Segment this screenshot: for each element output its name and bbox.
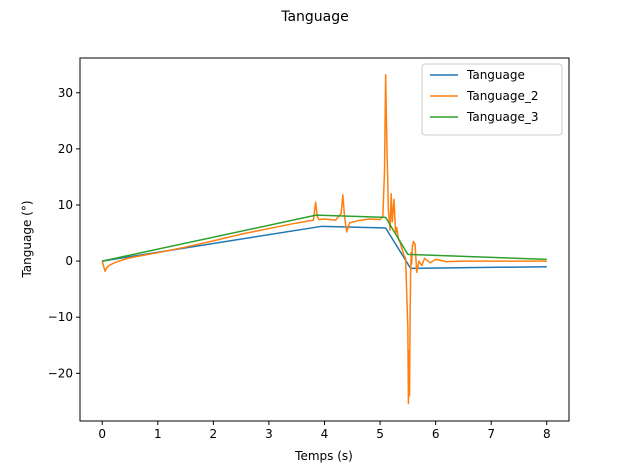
series-line-1 [102,225,547,270]
y-axis: −20 −10 0 10 20 30 [48,86,80,380]
x-tick-label: 2 [210,427,218,441]
x-tick-label: 6 [432,427,440,441]
y-tick-label: 30 [58,86,73,100]
legend-label: Tanguage_3 [466,110,539,124]
series-line-2 [101,74,547,405]
y-axis-label: Tanguage (°) [20,200,34,278]
series-line-3 [102,214,547,262]
x-tick-label: 5 [376,427,384,441]
y-tick-label: 10 [58,198,73,212]
x-tick-label: 3 [265,427,273,441]
x-axis: 0 1 2 3 4 5 6 7 8 [98,421,551,441]
x-tick-label: 0 [98,427,106,441]
x-tick-label: 1 [154,427,162,441]
y-tick-label: −20 [48,366,73,380]
chart-title: Tanguage [280,9,349,25]
y-tick-label: 0 [65,254,73,268]
x-axis-label: Temps (s) [294,449,353,463]
legend-label: Tanguage [466,68,525,82]
plot-area [101,74,547,405]
legend: Tanguage Tanguage_2 Tanguage_3 [421,63,563,136]
x-tick-label: 4 [321,427,329,441]
x-tick-label: 8 [543,427,551,441]
legend-label: Tanguage_2 [466,89,539,103]
x-tick-label: 7 [487,427,495,441]
y-tick-label: 20 [58,142,73,156]
y-tick-label: −10 [48,310,73,324]
